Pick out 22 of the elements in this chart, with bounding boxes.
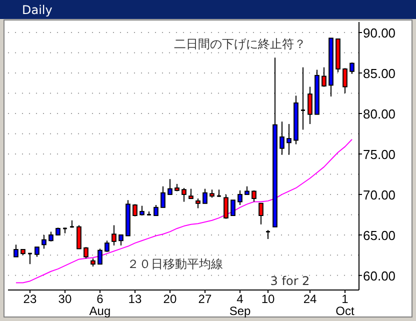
y-tick-label: 70.00 xyxy=(363,187,396,202)
x-tick-label: 23 xyxy=(23,292,37,306)
y-tick-label: 65.00 xyxy=(363,228,396,243)
annotation: 3 for 2 xyxy=(270,274,310,288)
y-tick-label: 90.00 xyxy=(363,26,396,41)
x-tick-label: 24 xyxy=(303,292,317,306)
x-tick-label: 4 Sep xyxy=(229,292,251,318)
x-tick-label: 10 xyxy=(261,292,275,306)
annotation: ２０日移動平均線 xyxy=(127,257,223,271)
x-tick-label: 1 Oct xyxy=(336,292,355,318)
x-tick-label: 13 xyxy=(128,292,142,306)
y-tick-label: 75.00 xyxy=(363,146,396,162)
line-series xyxy=(15,138,352,284)
x-tick-label: 30 xyxy=(58,292,72,306)
x-tick-label: 20 xyxy=(163,292,177,306)
annotation: 二日間の下げに終止符？ xyxy=(174,37,306,51)
y-tick-label: 85.00 xyxy=(363,66,396,82)
x-tick-label: 6 Aug xyxy=(89,292,111,318)
x-tick-label: 27 xyxy=(198,292,212,306)
title: Daily xyxy=(22,3,52,17)
y-tick-label: 80.00 xyxy=(363,106,396,122)
y-tick-label: 60.00 xyxy=(363,268,396,284)
